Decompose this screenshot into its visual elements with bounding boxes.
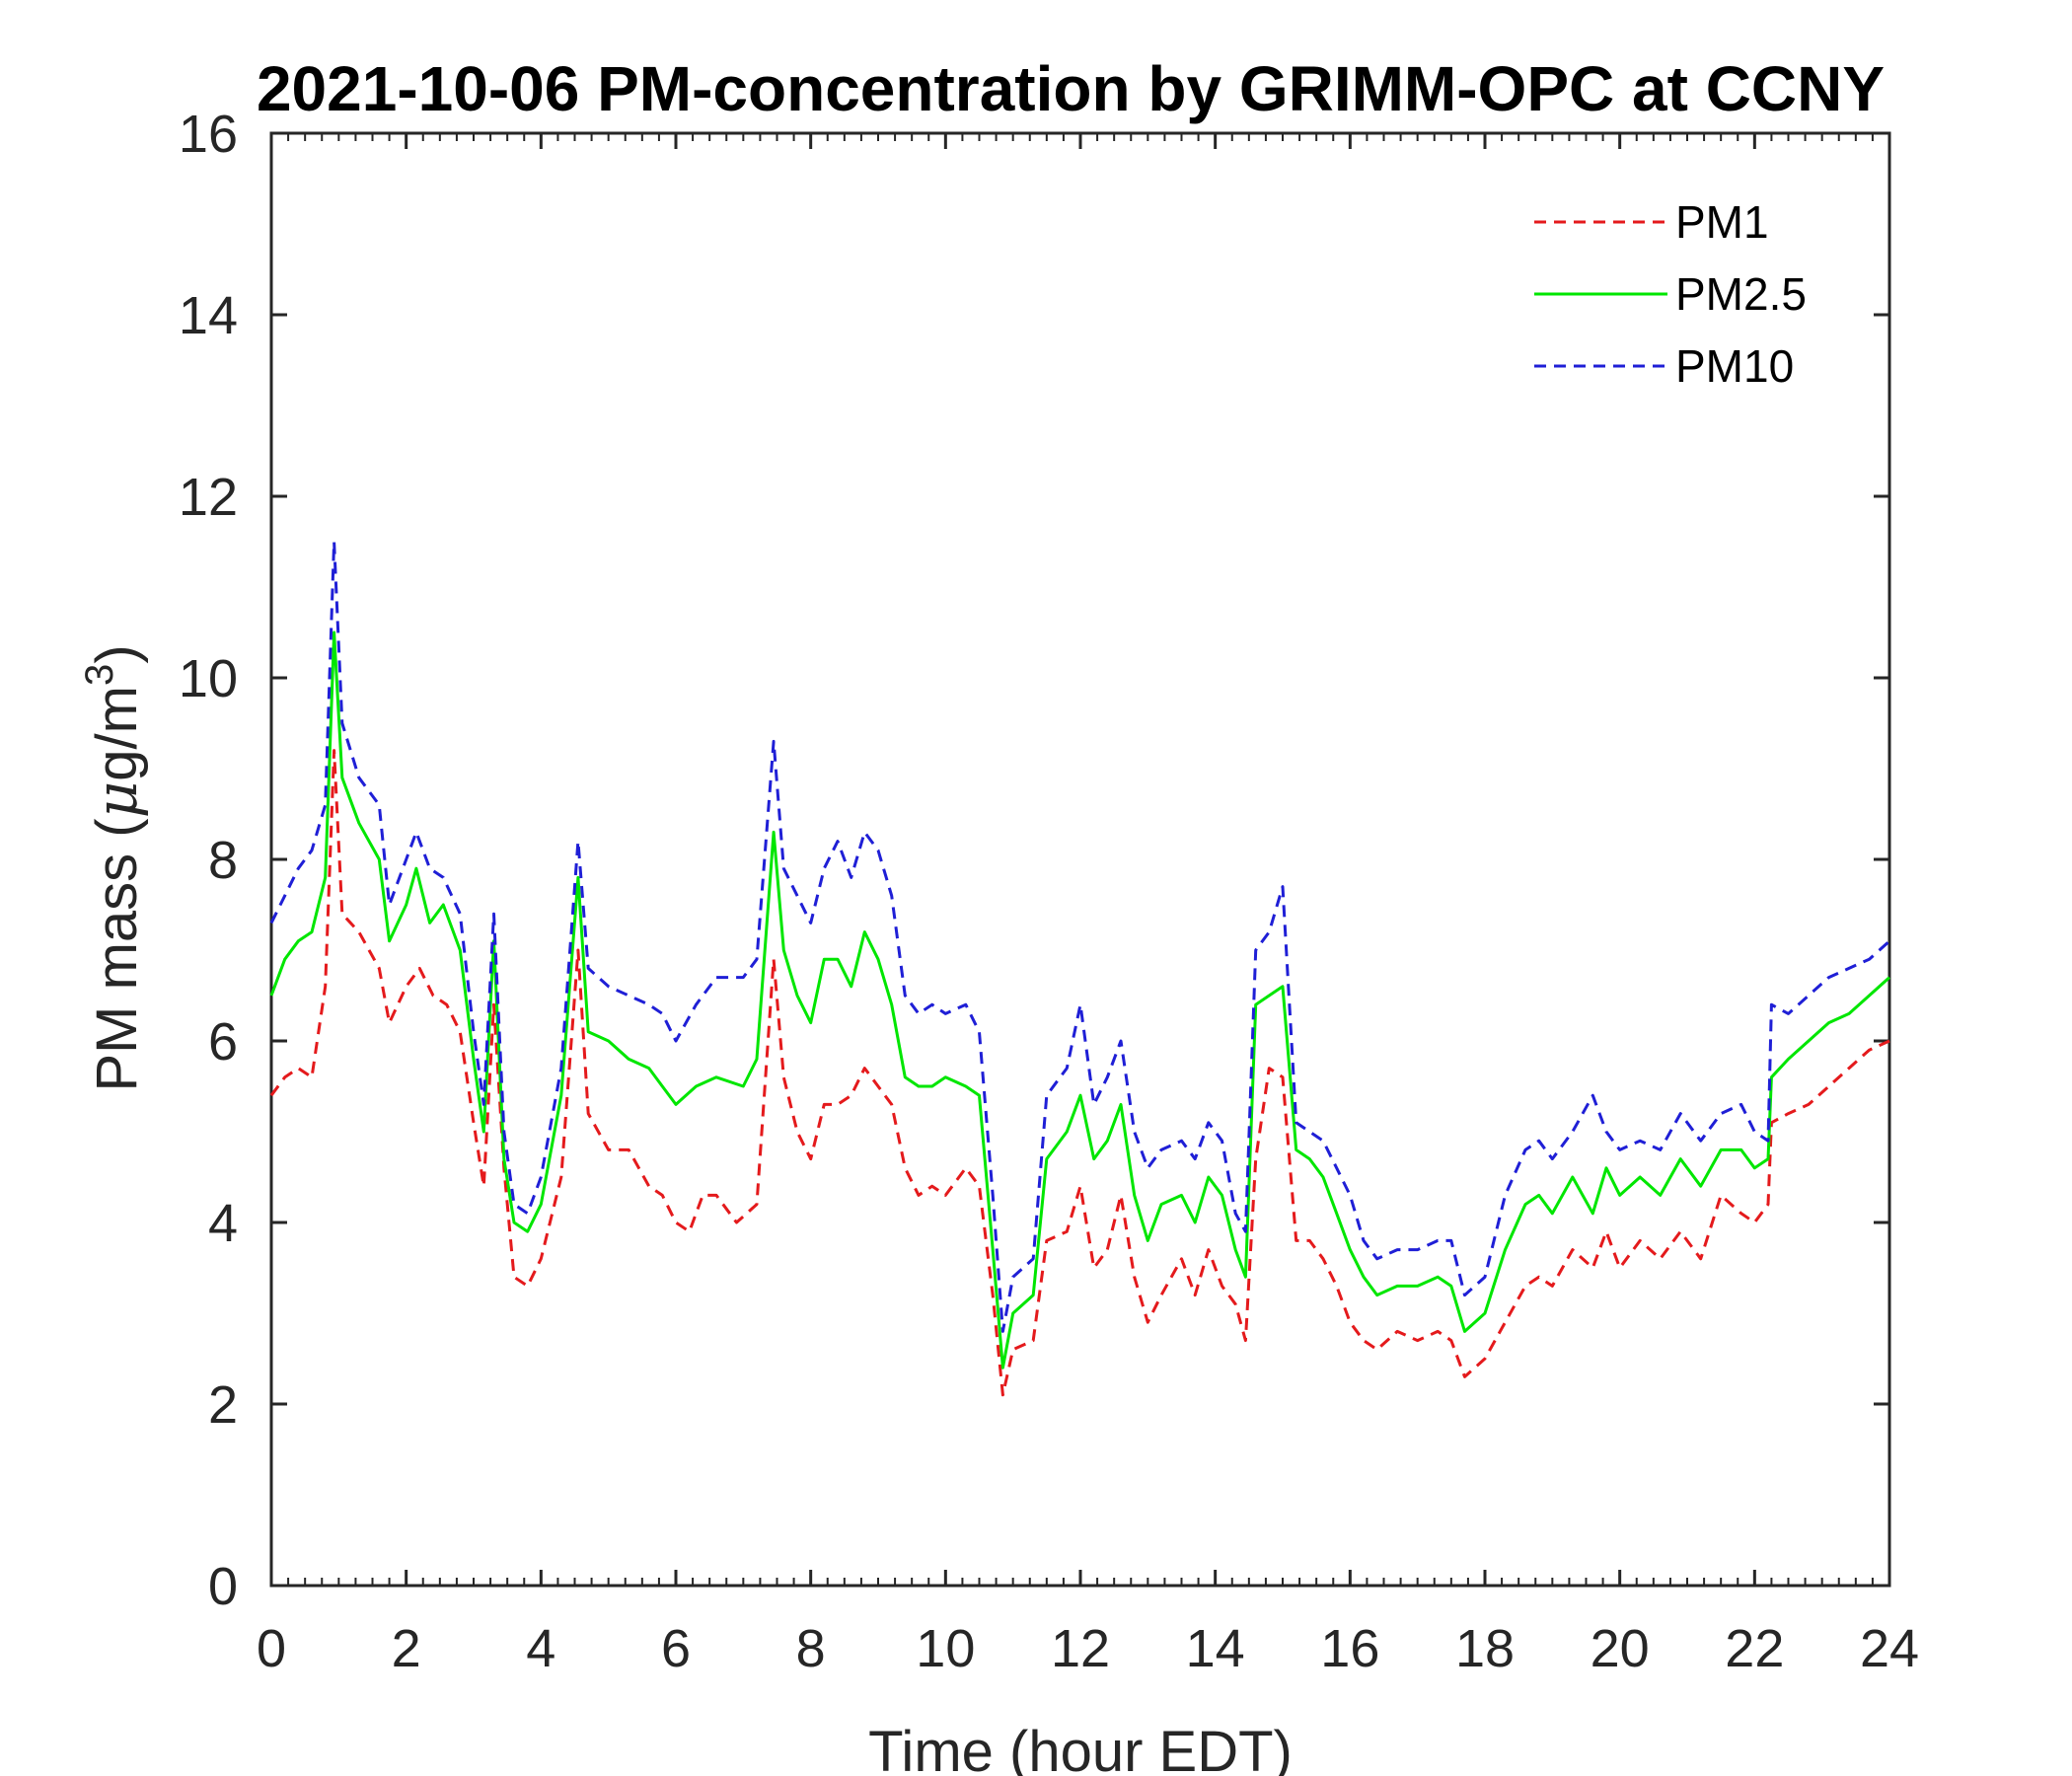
x-tick-label: 20 [1591,1619,1650,1678]
x-tick-label: 0 [257,1619,286,1678]
x-tick-labels: 0 2 4 6 8 10 12 14 16 18 20 22 24 [257,1619,1919,1678]
y-tick-label: 0 [208,1557,238,1616]
y-axis-label-main: PM mass ( [85,818,149,1091]
y-tick-label: 10 [179,649,238,708]
y-tick-label: 4 [208,1194,238,1253]
legend-label-pm10: PM10 [1675,340,1794,392]
x-tick-label: 22 [1725,1619,1784,1678]
series-line-pm1 [269,749,1890,1397]
y-tick-labels: 0 2 4 6 8 10 12 14 16 [179,105,238,1616]
x-tick-label: 6 [661,1619,691,1678]
chart-title: 2021-10-06 PM-concentration by GRIMM-OPC… [257,53,1885,124]
series-line-pm25 [269,630,1891,1369]
y-tick-label: 12 [179,468,238,527]
x-axis-label: Time (hour EDT) [868,1720,1293,1776]
x-tick-label: 2 [392,1619,421,1678]
y-tick-label: 14 [179,286,238,345]
legend-label-pm1: PM1 [1675,196,1769,248]
y-axis-label: PM mass (μg/m3) [78,644,150,1091]
series-line-pm10 [269,540,1891,1333]
x-tick-label: 16 [1320,1619,1379,1678]
x-tick-label: 14 [1186,1619,1245,1678]
y-tick-label: 8 [208,831,238,890]
legend: PM1 PM2.5 PM10 [1534,196,1807,392]
y-axis-label-sup: 3 [78,664,121,686]
legend-label-pm25: PM2.5 [1675,268,1807,320]
y-tick-label: 6 [208,1012,238,1072]
series-layer [269,540,1891,1397]
x-tick-label: 18 [1455,1619,1515,1678]
y-tick-label: 2 [208,1375,238,1435]
y-axis-label-unit: g/m [85,686,149,781]
y-axis-label-close: ) [85,644,149,663]
plot-area-frame [269,131,1891,1588]
y-axis-label-mu: μ [83,781,150,819]
y-tick-label: 16 [179,105,238,164]
x-tick-label: 12 [1051,1619,1110,1678]
minor-ticks [287,133,1874,1586]
x-tick-label: 4 [526,1619,555,1678]
major-ticks [269,131,1891,1588]
x-tick-label: 8 [796,1619,826,1678]
x-tick-label: 10 [916,1619,975,1678]
x-tick-label: 24 [1860,1619,1919,1678]
